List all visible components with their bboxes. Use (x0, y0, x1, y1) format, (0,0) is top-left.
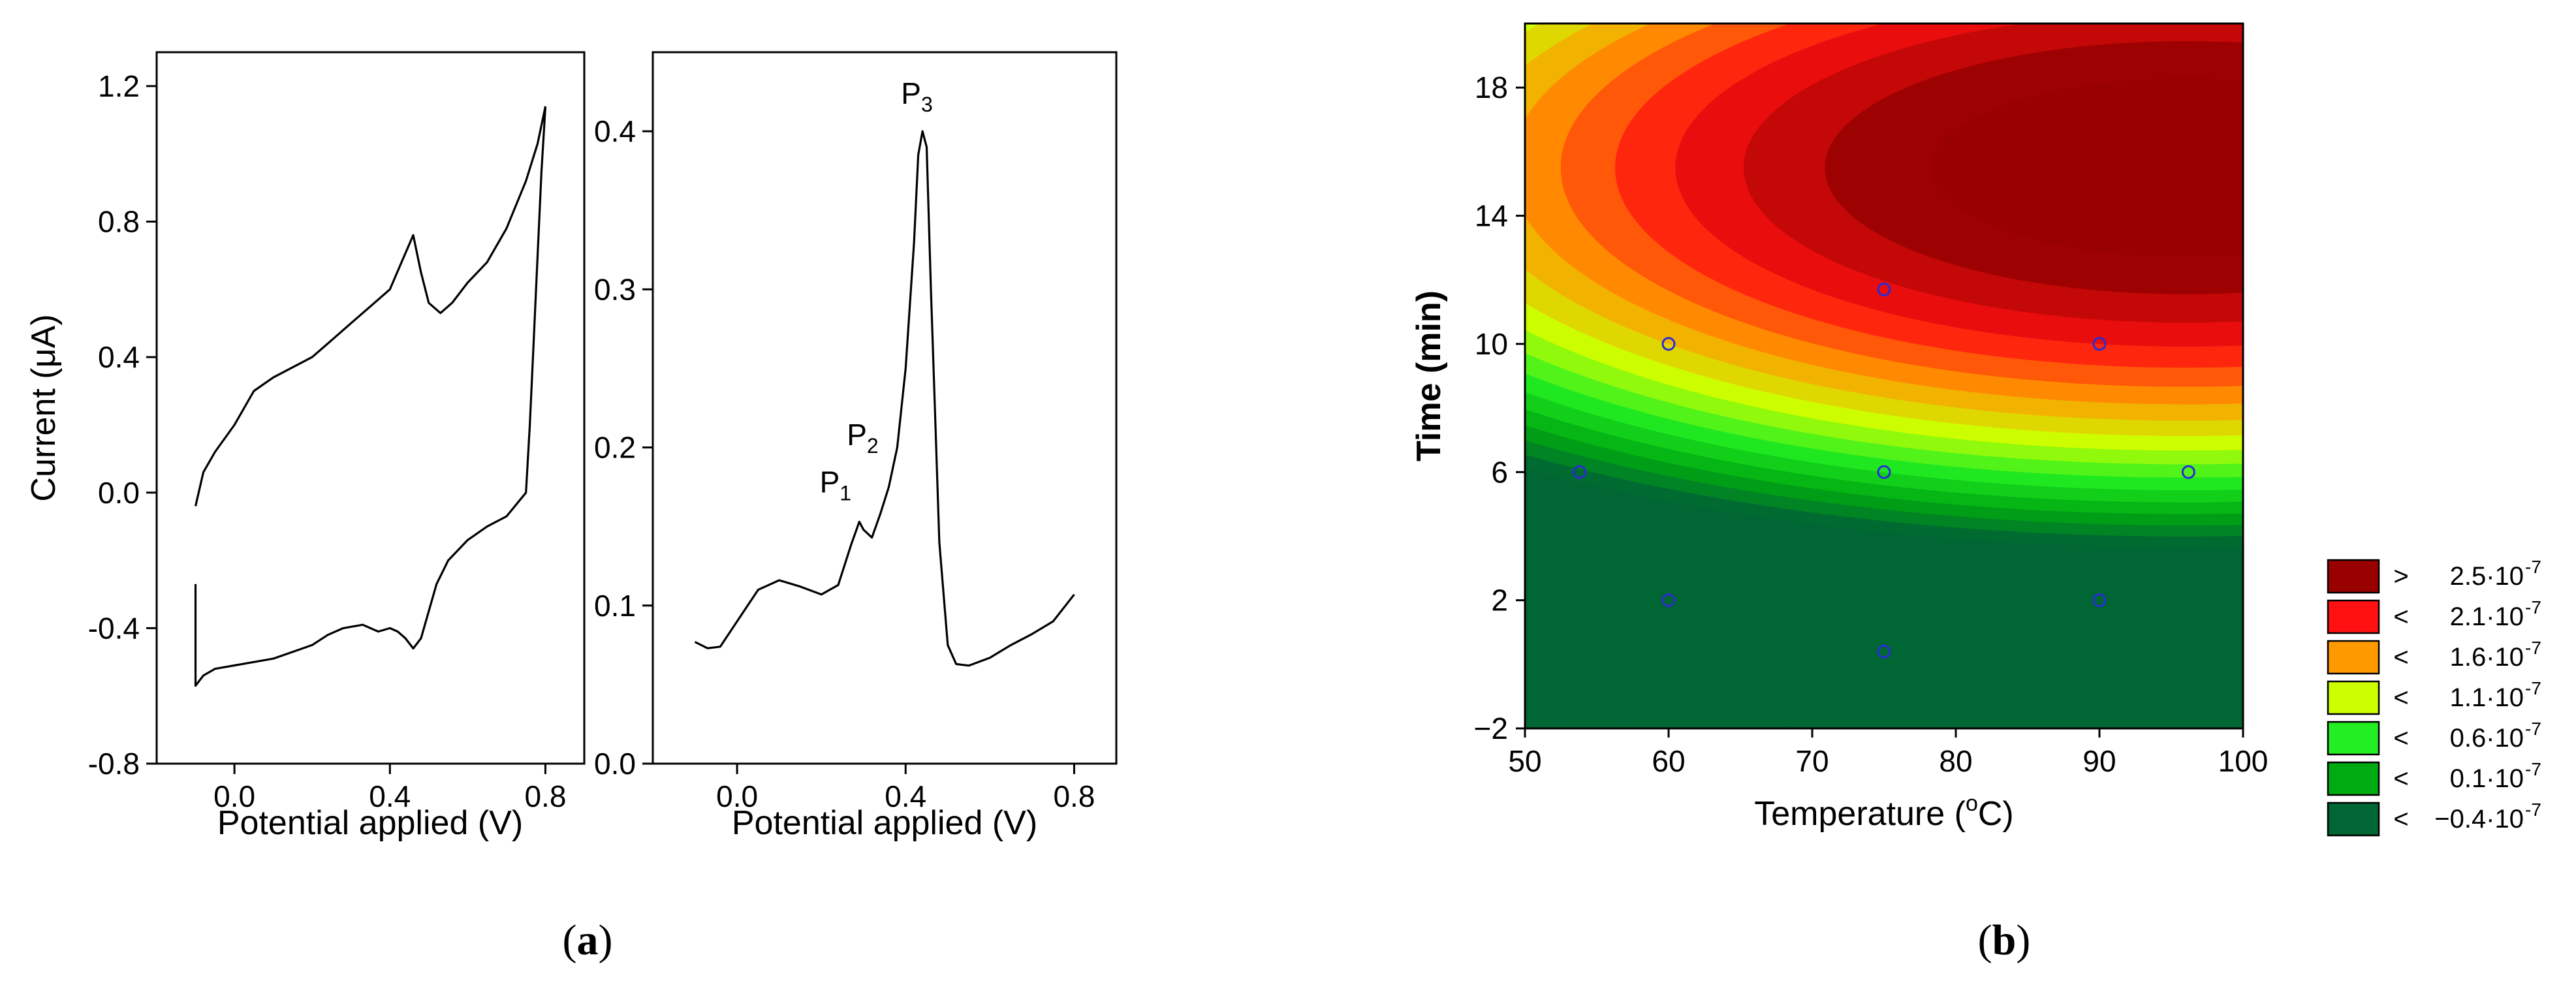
contour-xtick-label: 90 (2082, 744, 2116, 778)
dpv-frame (652, 51, 1118, 765)
cv-ytick-label: -0.8 (88, 747, 140, 781)
dpv-plot-area (694, 130, 1075, 667)
cv-plot-area (194, 106, 547, 687)
design-point (1877, 644, 1891, 659)
panel-label-a-letter: a (577, 916, 599, 964)
panel-label-b-letter: b (1992, 916, 2017, 964)
cv-ticks: 0.0 0.4 0.8 -0.8 -0.4 0.0 0.4 0.8 1.2 (88, 69, 567, 813)
legend-exponent: -7 (2525, 678, 2541, 698)
contour-bands (1525, 23, 2243, 728)
design-point (1573, 465, 1587, 479)
design-point (1661, 593, 1676, 608)
legend-symbol: < (2393, 764, 2408, 793)
dpv-peak-labels: P1 P2 P3 (820, 76, 933, 505)
contour-xtick-label: 80 (1939, 744, 1972, 778)
contour-xtick-label: 50 (1508, 744, 1541, 778)
dpv-ticks: 0.0 0.4 0.8 0.0 0.1 0.2 0.3 0.4 (594, 114, 1095, 813)
cv-ytick-label: 1.2 (98, 69, 140, 103)
dpv-peak-label: P2 (847, 418, 878, 458)
legend-swatch (2327, 761, 2380, 796)
contour-ytick-label: 14 (1475, 199, 1508, 233)
legend-swatch (2327, 680, 2380, 715)
dpv-plot: 0.0 0.4 0.8 0.0 0.1 0.2 0.3 0.4 P1 P2 P3 Potentia… (594, 51, 1118, 842)
legend-exponent: -7 (2525, 719, 2541, 739)
legend-value: −0.4·10 (2434, 805, 2524, 833)
dpv-ytick-label: 0.4 (594, 114, 636, 148)
cv-series-2 (194, 106, 547, 687)
design-point (1661, 337, 1676, 351)
dpv-xlabel: Potential applied (V) (732, 804, 1037, 842)
cv-ytick-label: 0.8 (98, 205, 140, 239)
contour-xtick-label: 60 (1652, 744, 1685, 778)
legend-value: 0.1·10 (2450, 764, 2524, 793)
design-points (1573, 282, 2195, 659)
design-point (2092, 337, 2107, 351)
contour-frame (1524, 22, 2244, 730)
legend-swatch (2327, 559, 2380, 594)
legend-exponent: -7 (2525, 638, 2541, 658)
contour-ytick-label: 18 (1475, 70, 1508, 104)
contour-legend: >2.5·10 -7< 2.1·10 -7< 1.6·10 -7< 1.1·10 -7< 0.6… (2327, 557, 2541, 837)
legend-swatch (2327, 802, 2380, 837)
legend-swatch (2327, 721, 2380, 756)
contour-ylabel: Time (min) (1410, 290, 1448, 461)
legend-symbol: < (2393, 602, 2408, 631)
contour-ytick-label: 2 (1491, 584, 1508, 617)
cv-ytick-label: 0.4 (98, 340, 140, 374)
legend-exponent: -7 (2525, 597, 2541, 617)
contour-ytick-label: −2 (1474, 711, 1508, 745)
legend-symbol: < (2393, 724, 2408, 753)
legend-symbol: < (2393, 683, 2408, 712)
legend-exponent: -7 (2525, 557, 2541, 577)
cv-ylabel: Current (μA) (25, 314, 63, 501)
legend-swatch (2327, 599, 2380, 634)
panel-label-a: (a) (563, 916, 613, 964)
legend-value: 1.6·10 (2450, 643, 2524, 672)
legend-symbol: < (2393, 643, 2408, 672)
cv-frame (155, 51, 586, 765)
legend-value: 0.6·10 (2450, 724, 2524, 753)
dpv-ytick-label: 0.2 (594, 431, 636, 465)
cv-xtick-label: 0.8 (524, 779, 566, 813)
dpv-peak-label: P1 (820, 465, 851, 505)
contour-ytick-label: 6 (1491, 455, 1508, 489)
panel-label-b: (b) (1978, 916, 2031, 964)
dpv-ytick-label: 0.3 (594, 272, 636, 306)
contour-xtick-label: 100 (2218, 744, 2269, 778)
cv-ytick-label: -0.4 (88, 611, 140, 645)
contour-plot: 50 60 70 80 90 100 −2 2 6 10 14 18 Temperature (oC)… (1410, 22, 2541, 837)
legend-value: 2.5·10 (2450, 562, 2524, 591)
contour-ticks: 50 60 70 80 90 100 −2 2 6 10 14 18 (1474, 70, 2269, 778)
cv-plot: 0.0 0.4 0.8 -0.8 -0.4 0.0 0.4 0.8 1.2 Potential … (25, 51, 586, 842)
contour-band (1930, 78, 2243, 257)
dpv-ytick-label: 0.1 (594, 589, 636, 623)
legend-exponent: -7 (2525, 759, 2541, 779)
cv-xtick-label: 0.0 (213, 779, 255, 813)
legend-exponent: -7 (2525, 800, 2541, 820)
dpv-ytick-label: 0.0 (594, 747, 636, 781)
dpv-xtick-label: 0.4 (885, 779, 926, 813)
legend-value: 2.1·10 (2450, 602, 2524, 631)
cv-xtick-label: 0.4 (369, 779, 411, 813)
design-point (2092, 593, 2107, 608)
cv-series-1 (194, 106, 547, 506)
contour-xlabel: Temperature (oC) (1754, 791, 2013, 833)
design-point (1877, 282, 1891, 296)
dpv-xtick-label: 0.0 (716, 779, 758, 813)
legend-symbol: < (2393, 805, 2408, 833)
dpv-series-1 (694, 130, 1075, 667)
legend-symbol: > (2393, 562, 2408, 591)
design-point (1877, 465, 1891, 479)
dpv-xtick-label: 0.8 (1053, 779, 1095, 813)
cv-ytick-label: 0.0 (98, 476, 140, 510)
cv-xlabel: Potential applied (V) (217, 804, 523, 842)
contour-ytick-label: 10 (1475, 327, 1508, 361)
legend-value: 1.1·10 (2450, 683, 2524, 712)
contour-xtick-label: 70 (1795, 744, 1829, 778)
design-point (2181, 465, 2195, 479)
dpv-peak-label: P3 (901, 76, 932, 116)
legend-swatch (2327, 640, 2380, 675)
